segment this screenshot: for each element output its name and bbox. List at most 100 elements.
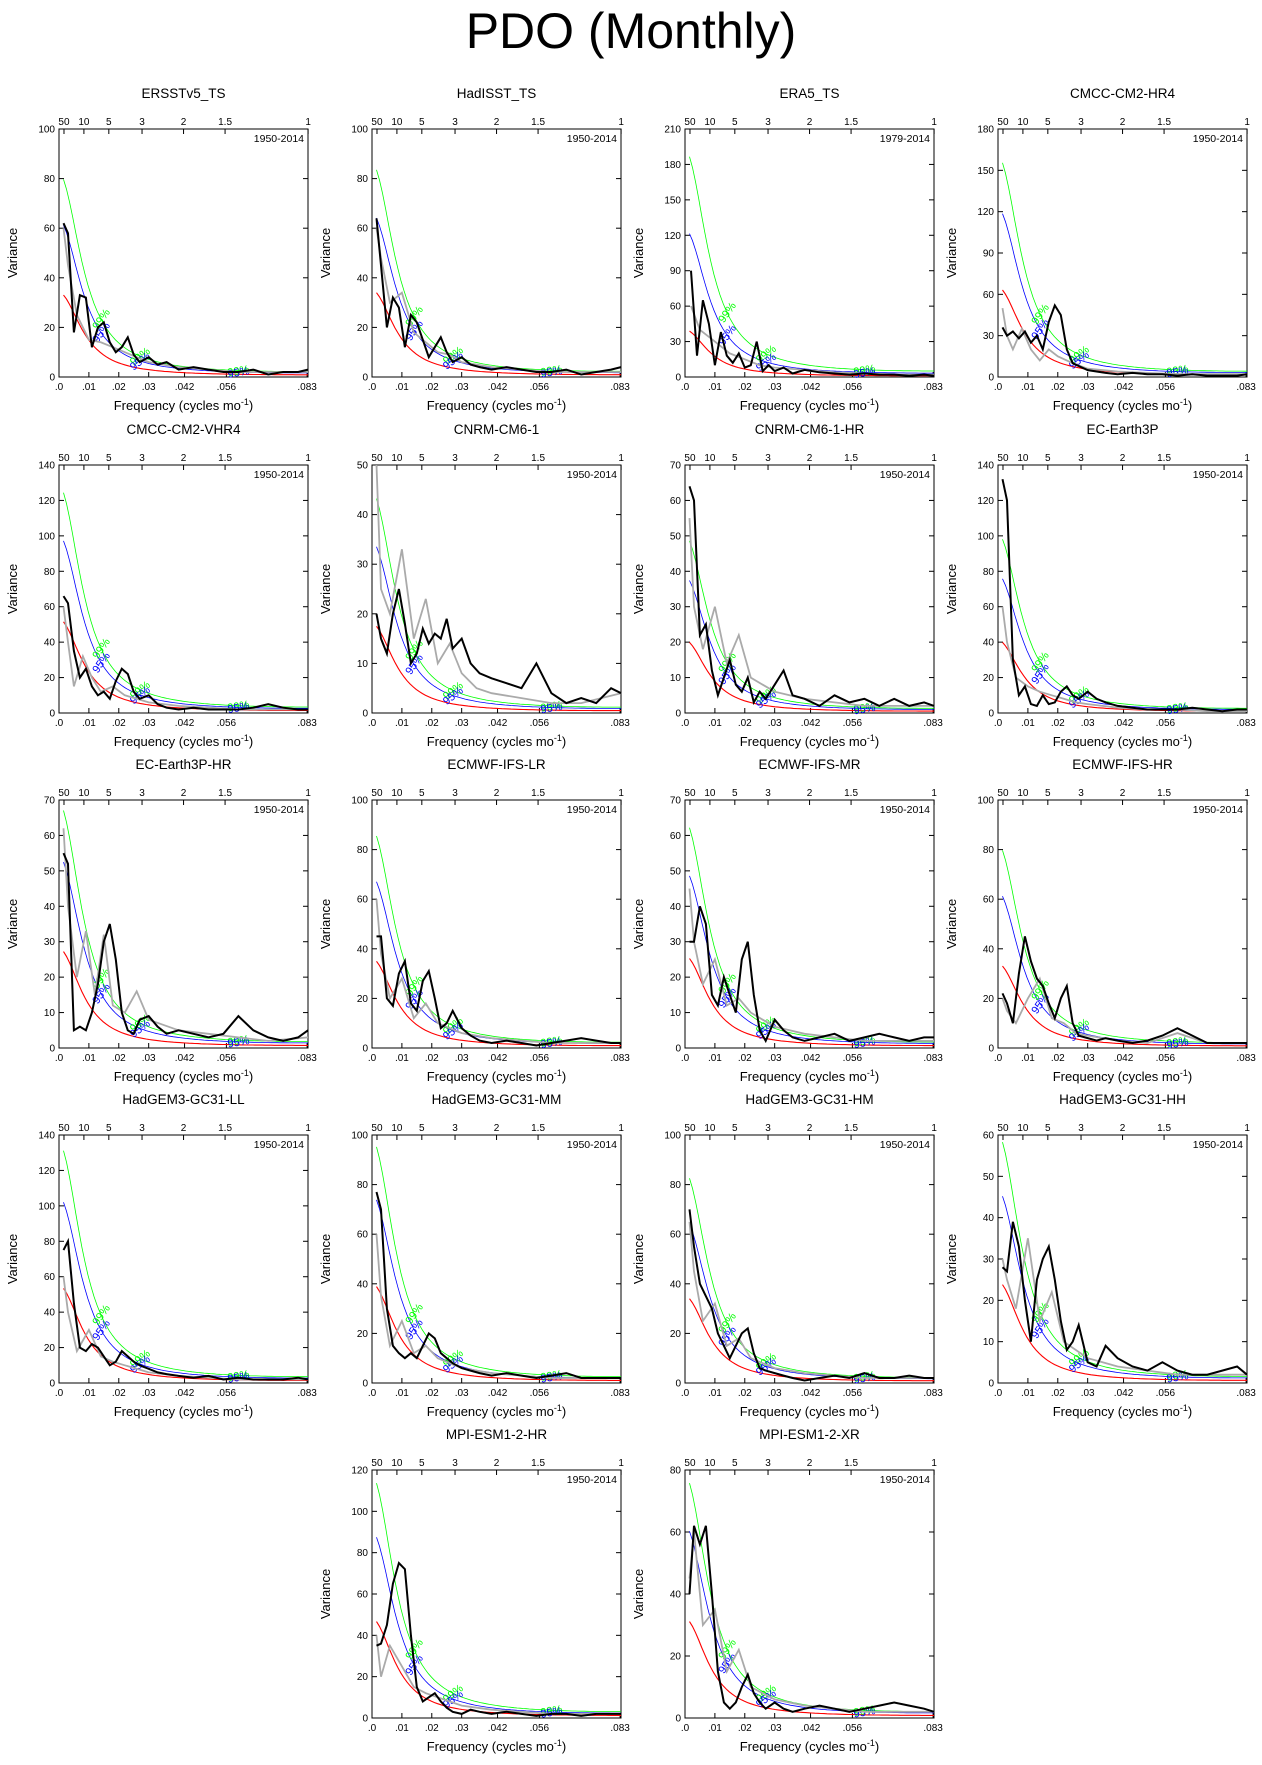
x-tick-label: .0 <box>368 718 377 729</box>
x-tick-label: .056 <box>217 718 237 729</box>
y-tick-label: 100 <box>38 125 55 136</box>
y-tick-label: 20 <box>44 973 56 984</box>
period-tick-label: 3 <box>765 1458 771 1469</box>
period-label: 1979-2014 <box>880 133 930 145</box>
x-tick-label: .01 <box>708 382 722 393</box>
y-tick-label: 40 <box>44 273 56 284</box>
y-tick-label: 0 <box>988 709 994 720</box>
x-axis-label: Frequency (cycles mo-1) <box>740 1738 880 1754</box>
x-tick-label: .03 <box>142 718 156 729</box>
spectrum-line <box>1001 303 1248 377</box>
period-tick-label: 2 <box>807 1458 813 1469</box>
y-tick-label: 0 <box>362 1379 368 1390</box>
y-tick-label: 60 <box>357 1230 369 1241</box>
period-tick-label: 10 <box>78 117 90 128</box>
spectrum-line <box>375 588 622 705</box>
x-tick-label: .056 <box>843 1053 863 1064</box>
y-tick-label: 60 <box>670 1528 682 1539</box>
x-tick-label: .042 <box>175 718 195 729</box>
period-tick-label: 1.5 <box>1157 117 1171 128</box>
period-tick-label: 3 <box>1078 117 1084 128</box>
y-axis-label: Variance <box>318 1234 333 1284</box>
x-tick-label: .03 <box>1081 1053 1095 1064</box>
x-axis-label: Frequency (cycles mo-1) <box>740 397 880 413</box>
period-tick-label: 1.5 <box>1157 453 1171 464</box>
x-tick-label: .01 <box>708 1388 722 1399</box>
x-tick-label: .03 <box>142 382 156 393</box>
x-tick-label: .0 <box>55 718 64 729</box>
period-tick-label: 2 <box>181 453 187 464</box>
x-tick-label: .03 <box>768 382 782 393</box>
y-tick-label: 80 <box>670 1466 682 1477</box>
y-tick-label: 100 <box>977 531 994 542</box>
y-tick-label: 0 <box>362 1044 368 1055</box>
period-tick-label: 5 <box>419 117 425 128</box>
y-tick-label: 10 <box>357 659 369 670</box>
period-tick-label: 1.5 <box>218 1123 232 1134</box>
significance-95-curve <box>689 875 934 1044</box>
y-tick-label: 100 <box>351 125 368 136</box>
x-tick-label: .03 <box>455 1053 469 1064</box>
chart-title: CNRM-CM6-1-HR <box>755 422 865 437</box>
period-tick-label: 1.5 <box>844 1458 858 1469</box>
x-tick-label: .056 <box>843 1388 863 1399</box>
period-tick-label: 1.5 <box>531 1458 545 1469</box>
red-noise-curve <box>63 951 308 1046</box>
significance-95-curve <box>689 1223 934 1380</box>
period-label: 1950-2014 <box>880 804 930 816</box>
period-label: 1950-2014 <box>1193 133 1243 145</box>
significance-label: 99% <box>716 300 739 325</box>
x-tick-label: .056 <box>530 1723 550 1734</box>
grey-spectrum-line <box>1001 1238 1247 1376</box>
period-tick-label: 10 <box>78 1123 90 1134</box>
x-axis-label: Frequency (cycles mo-1) <box>427 733 567 749</box>
y-tick-label: 180 <box>664 160 681 171</box>
x-tick-label: .01 <box>395 718 409 729</box>
x-tick-label: .056 <box>1156 718 1176 729</box>
y-tick-label: 20 <box>983 1296 995 1307</box>
y-axis-label: Variance <box>5 228 20 278</box>
period-tick-label: 5 <box>732 1458 738 1469</box>
x-tick-label: .0 <box>681 1723 690 1734</box>
y-tick-label: 20 <box>670 973 682 984</box>
y-tick-label: 30 <box>44 937 56 948</box>
x-tick-label: .083 <box>610 1388 630 1399</box>
x-tick-label: .03 <box>768 1723 782 1734</box>
y-tick-label: 120 <box>38 1166 55 1177</box>
chart-title: HadGEM3-GC31-HH <box>1059 1092 1186 1107</box>
chart-title: CMCC-CM2-VHR4 <box>127 422 241 437</box>
y-tick-label: 80 <box>44 1237 56 1248</box>
y-axis-label: Variance <box>944 899 959 949</box>
period-tick-label: 50 <box>371 788 383 799</box>
significance-99-curve <box>1002 1142 1247 1377</box>
y-tick-label: 40 <box>357 273 369 284</box>
chart-panel: CMCC-CM2-VHR4 1950-2014 0 20 40 60 80 100 120 140… <box>5 422 317 749</box>
period-label: 1950-2014 <box>567 804 617 816</box>
period-tick-label: 10 <box>704 117 716 128</box>
y-tick-label: 80 <box>357 845 369 856</box>
x-tick-label: .083 <box>610 1723 630 1734</box>
period-tick-label: 1 <box>305 1123 311 1134</box>
x-tick-label: .083 <box>1236 1053 1256 1064</box>
x-axis-label: Frequency (cycles mo-1) <box>1053 1068 1193 1084</box>
x-tick-label: .01 <box>1021 382 1035 393</box>
y-tick-label: 0 <box>49 373 55 384</box>
y-tick-label: 40 <box>670 902 682 913</box>
y-tick-label: 60 <box>44 831 56 842</box>
y-tick-label: 70 <box>44 796 56 807</box>
chart-title: ECMWF-IFS-HR <box>1072 757 1173 772</box>
y-tick-label: 40 <box>357 510 369 521</box>
grey-spectrum-line <box>375 228 621 373</box>
y-tick-label: 90 <box>983 249 995 260</box>
significance-99-curve <box>376 1146 621 1377</box>
y-tick-label: 30 <box>983 331 995 342</box>
period-label: 1950-2014 <box>1193 1139 1243 1151</box>
y-tick-label: 40 <box>983 638 995 649</box>
x-tick-label: .056 <box>843 1723 863 1734</box>
period-tick-label: 1 <box>931 1458 937 1469</box>
period-tick-label: 3 <box>452 1458 458 1469</box>
period-tick-label: 1.5 <box>1157 1123 1171 1134</box>
significance-label: 95% <box>227 700 251 716</box>
y-tick-label: 80 <box>983 845 995 856</box>
x-tick-label: .056 <box>843 718 863 729</box>
